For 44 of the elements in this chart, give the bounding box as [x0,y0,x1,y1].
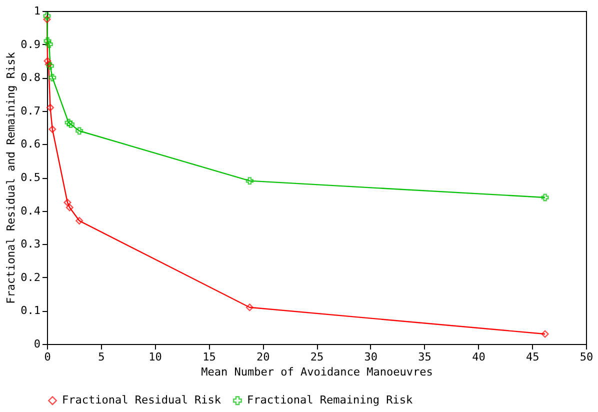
point [45,40,53,48]
point [44,57,52,65]
y-tick-label: 0.9 [20,38,40,51]
point [76,127,84,135]
x-tick-label: 35 [418,350,432,364]
x-tick-label: 5 [98,350,105,364]
point [46,104,54,112]
point [246,304,254,312]
y-tick-label: 0.8 [20,71,40,84]
point [64,198,72,206]
point [48,74,56,82]
point [43,16,51,24]
x-tick-label: 10 [148,350,162,364]
y-tick-label: 1 [34,4,40,18]
point [246,177,254,185]
x-tick-label: 25 [310,350,324,364]
point [76,217,84,225]
x-tick-label: 45 [526,350,540,364]
y-axis-title: Fractional Residual and Remaining Risk [4,52,18,304]
y-tick-label: 0.2 [20,270,40,284]
legend-label: Fractional Remaining Risk [247,394,413,407]
legend-label: Fractional Residual Risk [62,394,222,407]
y-tick-label: 0.6 [20,138,40,151]
y-tick-label: 0 [34,338,40,350]
x-tick-label: 50 [580,350,594,364]
x-tick-label: 20 [256,350,270,364]
y-tick-label: 0.1 [20,304,40,318]
point [541,330,549,338]
point [66,120,74,128]
x-tick-label: 30 [364,350,378,364]
x-tick-label: 40 [472,350,486,364]
y-tick-label: 0.3 [20,238,40,251]
x-tick-label: 15 [202,350,216,364]
y-tick-label: 0.5 [20,171,40,184]
point [44,37,52,45]
x-axis-title: Mean Number of Avoidance Manoeuvres [201,366,433,378]
point [64,118,72,126]
point [48,125,56,133]
point [541,194,549,202]
point [43,12,51,20]
y-tick-label: 0.4 [20,204,41,218]
y-tick-label: 0.7 [20,104,40,118]
x-tick-label: 0 [44,350,51,364]
point [66,204,74,212]
